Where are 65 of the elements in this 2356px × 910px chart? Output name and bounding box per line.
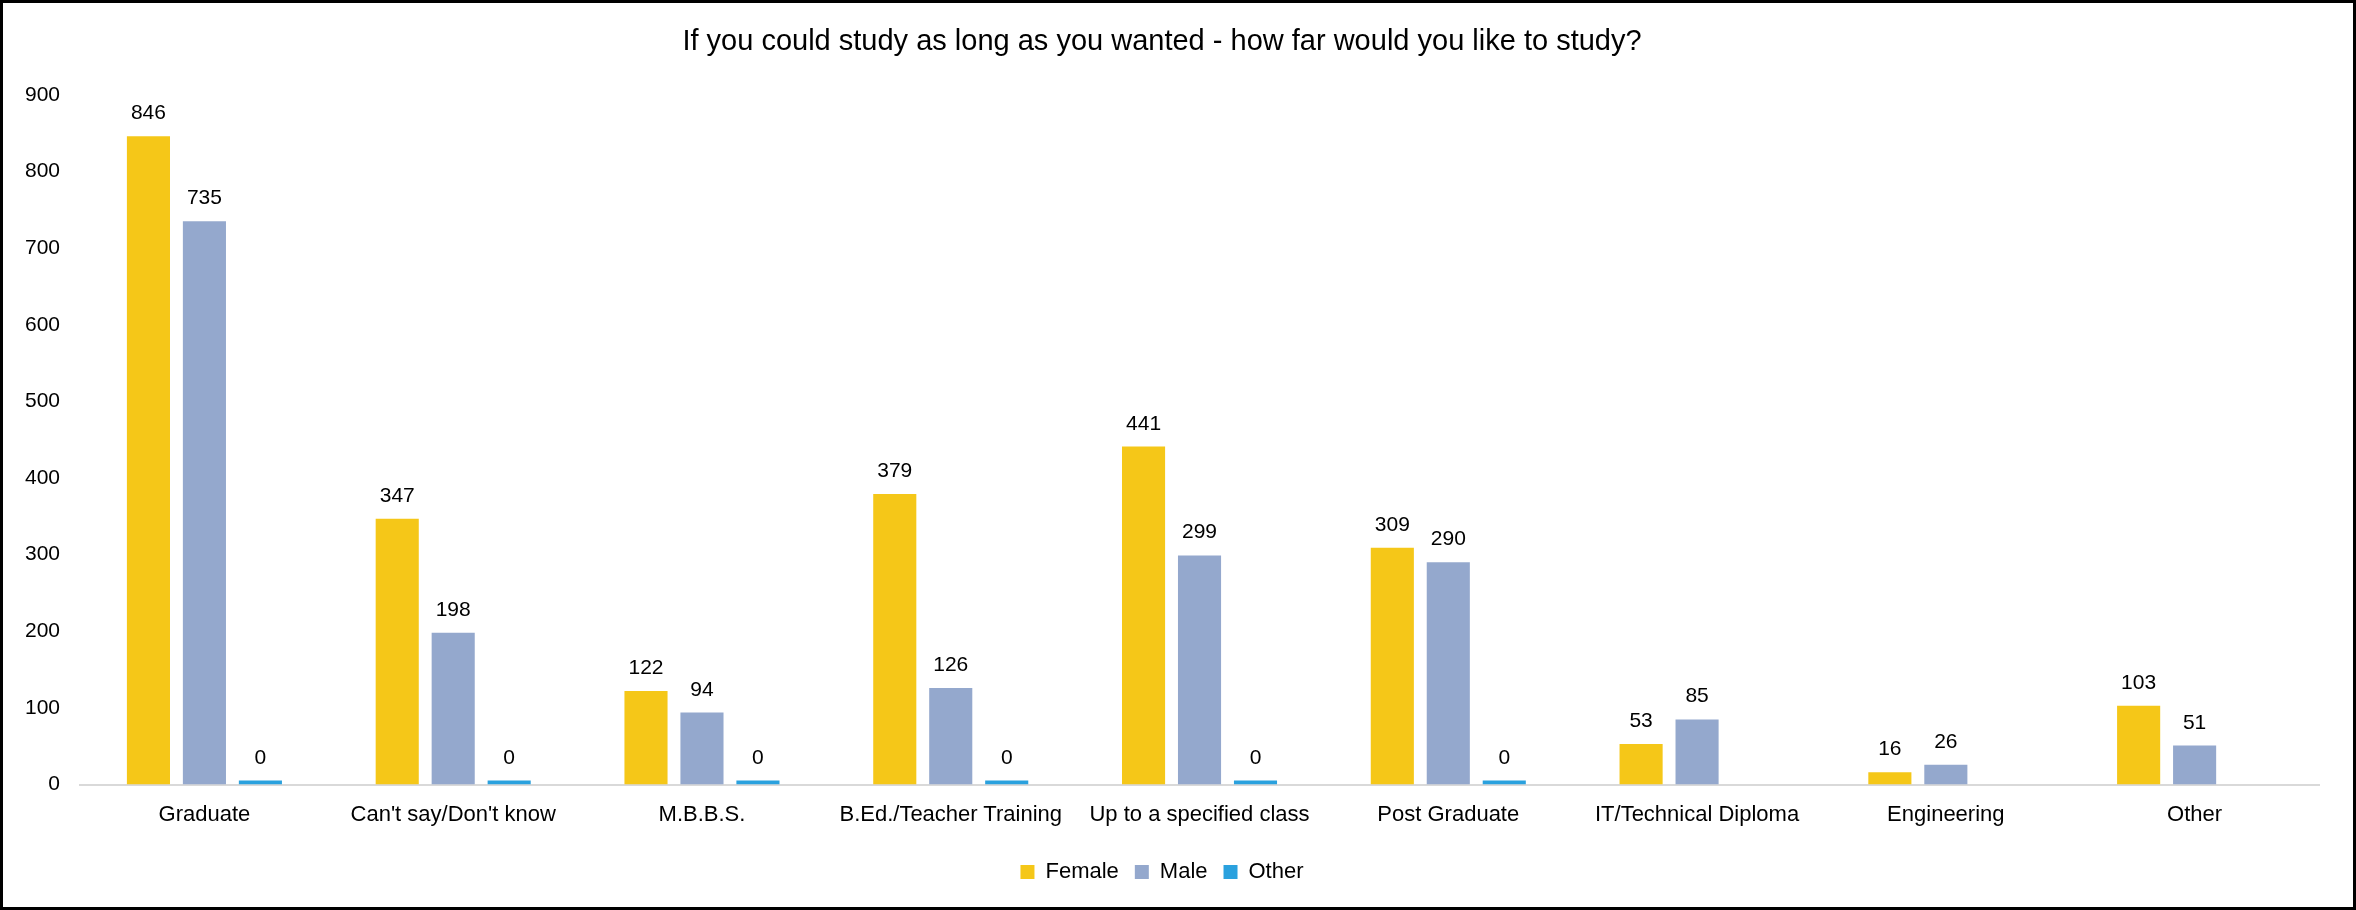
x-tick-label: Up to a specified class [1089, 800, 1310, 826]
data-label: 309 [1374, 511, 1410, 535]
y-tick-label: 200 [24, 618, 61, 642]
y-tick-label: 100 [24, 694, 61, 718]
data-label: 299 [1182, 519, 1218, 543]
chart-title: If you could study as long as you wanted - how far would you like to study? [682, 24, 1642, 57]
bar [431, 632, 475, 785]
x-tick-label: B.Ed./Teacher Training [839, 800, 1063, 826]
x-tick-label: M.B.B.S. [658, 800, 746, 826]
x-tick-label: IT/Technical Diploma [1594, 800, 1800, 826]
bar [375, 518, 419, 785]
data-label: 0 [503, 744, 516, 768]
bar [1924, 764, 1968, 785]
x-tick-label: Engineering [1887, 800, 2005, 826]
bar [1177, 555, 1222, 785]
bar [929, 688, 973, 785]
data-label: 126 [933, 652, 969, 676]
bar [1370, 547, 1414, 785]
data-label: 0 [752, 744, 764, 768]
data-label: 441 [1126, 410, 1162, 434]
y-tick-label: 300 [24, 541, 61, 565]
data-label: 290 [1430, 526, 1466, 550]
bar [1426, 562, 1470, 785]
x-tick-label: Can't say/Don't know [350, 800, 556, 826]
bar [624, 691, 668, 785]
y-tick-label: 400 [24, 464, 61, 488]
y-tick-label: 900 [24, 81, 61, 105]
data-label: 0 [1249, 744, 1262, 768]
data-label: 0 [254, 744, 267, 768]
data-label: 122 [628, 655, 664, 679]
bar [680, 712, 724, 785]
data-label: 51 [2182, 709, 2207, 733]
bar [2117, 705, 2161, 785]
y-tick-label: 700 [24, 234, 61, 258]
x-tick-label: Graduate [158, 800, 251, 826]
data-label: 16 [1878, 736, 1902, 760]
bar [2173, 745, 2217, 785]
bar [1675, 719, 1719, 785]
y-tick-label: 0 [48, 771, 61, 795]
y-tick-label: 500 [24, 388, 61, 412]
y-tick-label: 800 [24, 158, 61, 182]
data-label: 379 [877, 458, 913, 482]
data-label: 198 [435, 596, 471, 620]
y-tick-label: 600 [24, 311, 61, 335]
data-label: 347 [379, 482, 415, 506]
bar [182, 221, 226, 785]
data-label: 94 [690, 676, 714, 700]
bar [1868, 772, 1912, 785]
data-label: 735 [186, 185, 222, 209]
bar [1619, 743, 1663, 785]
bar [873, 494, 917, 785]
data-label: 85 [1685, 683, 1709, 707]
data-label: 846 [130, 100, 166, 124]
data-label: 103 [2121, 669, 2157, 693]
data-label: 0 [1498, 744, 1511, 768]
data-label: 26 [1934, 728, 1958, 752]
legend-label: Female [1045, 858, 1119, 884]
legend-label: Other [1248, 858, 1304, 884]
data-label: 53 [1629, 707, 1653, 731]
legend-label: Male [1159, 858, 1208, 884]
x-tick-label: Other [2167, 800, 2223, 826]
bar [126, 136, 170, 785]
data-label: 0 [1000, 744, 1013, 768]
bar [1121, 446, 1166, 785]
x-tick-label: Post Graduate [1377, 800, 1520, 826]
